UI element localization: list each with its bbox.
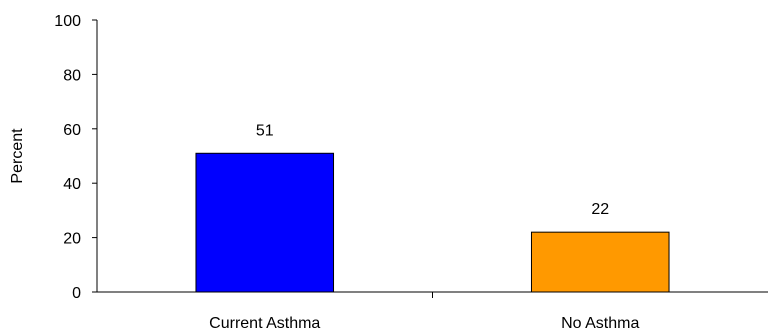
category-labels: Current Asthma No Asthma <box>209 315 639 332</box>
plot-area: 0 20 40 60 80 100 51 22 Current Asthma No Asthm… <box>54 13 768 332</box>
bars <box>195 152 670 293</box>
y-ticks: 0 20 40 60 80 100 <box>54 13 97 302</box>
category-label: No Asthma <box>561 315 639 332</box>
bar-current-asthma <box>195 152 335 293</box>
y-axis-title: Percent <box>9 128 26 184</box>
y-tick-label: 60 <box>63 122 81 139</box>
category-label: Current Asthma <box>209 315 320 332</box>
y-tick-label: 80 <box>63 67 81 84</box>
bar-no-asthma <box>530 231 670 293</box>
data-label: 22 <box>591 201 609 218</box>
data-label: 51 <box>256 122 274 139</box>
data-labels: 51 22 <box>256 122 609 218</box>
y-tick-label: 100 <box>54 13 81 30</box>
y-tick-label: 40 <box>63 176 81 193</box>
y-tick-label: 20 <box>63 231 81 248</box>
y-tick-label: 0 <box>72 285 81 302</box>
